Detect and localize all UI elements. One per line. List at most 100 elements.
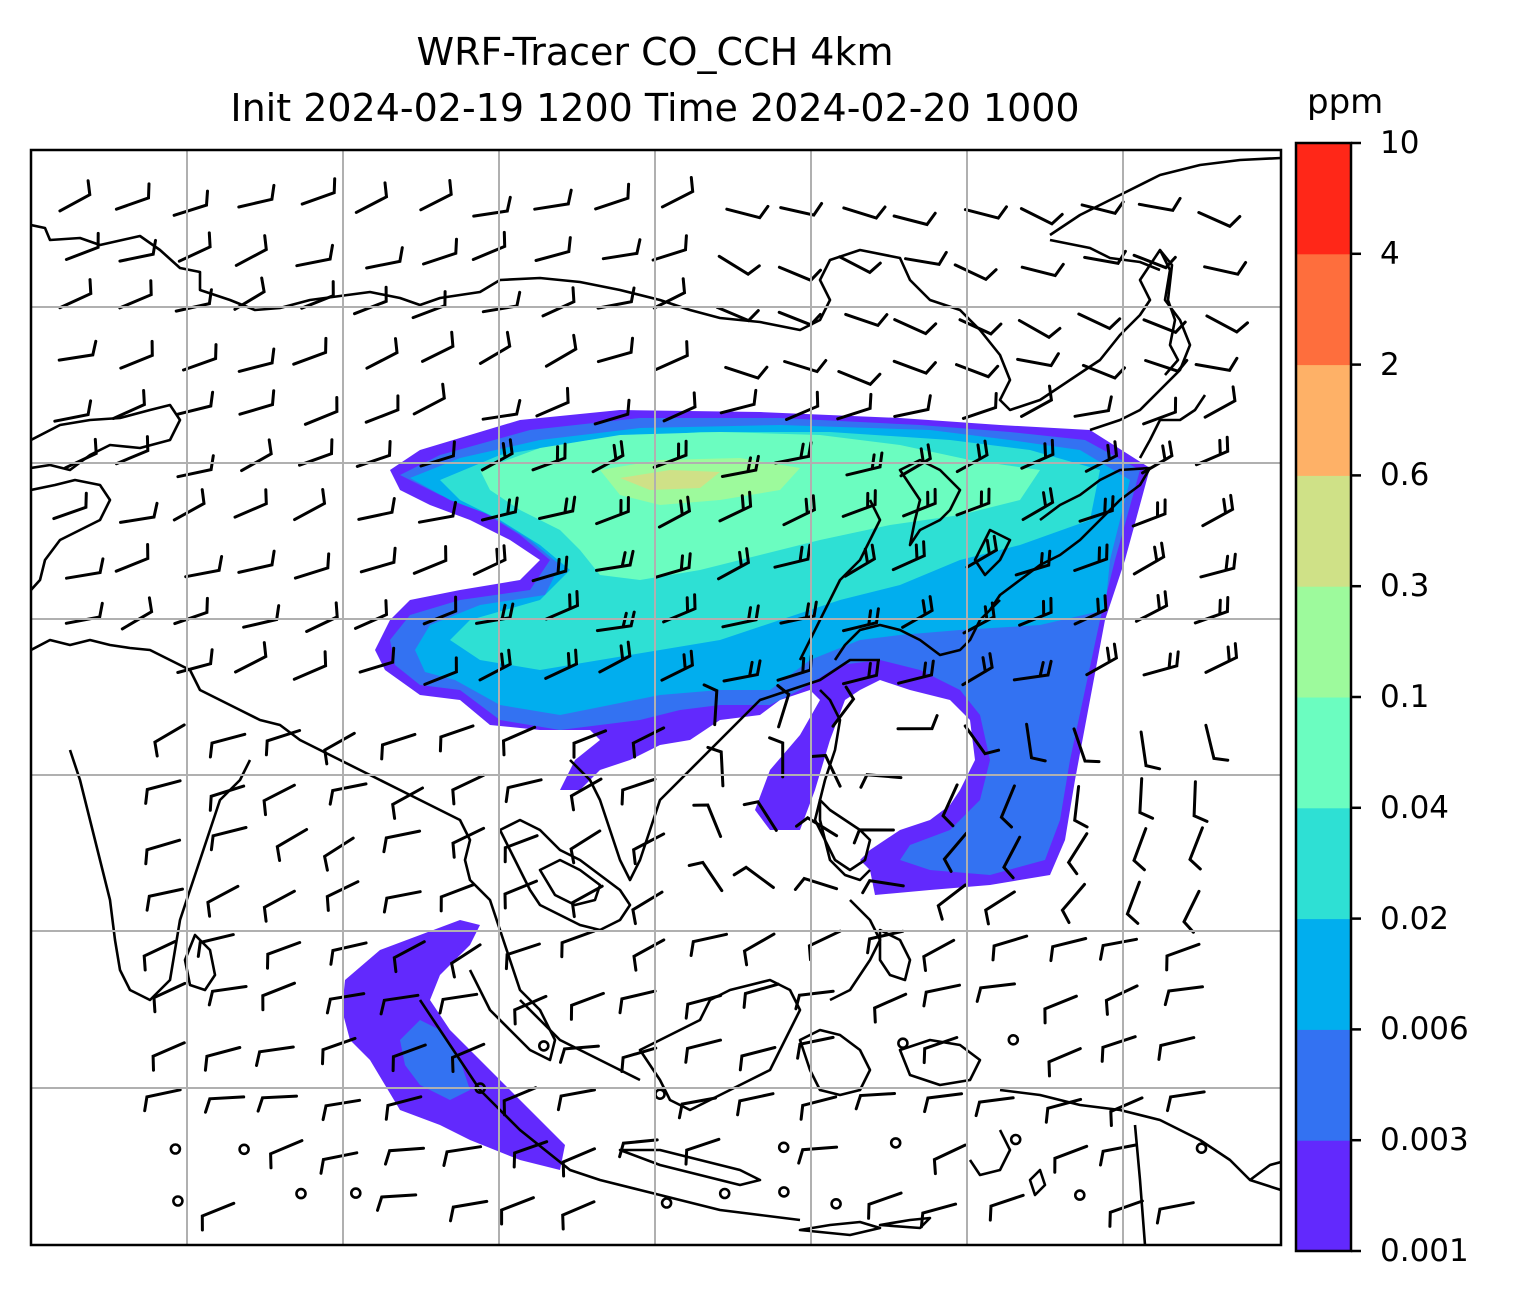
wind-barb xyxy=(776,684,791,729)
wind-barb xyxy=(1016,352,1060,368)
wind-barb xyxy=(354,599,389,630)
wind-barb xyxy=(207,985,248,1007)
wind-barb xyxy=(544,648,579,680)
wind-barb xyxy=(595,549,635,572)
wind-barb xyxy=(1021,487,1055,521)
wind-barb xyxy=(706,745,725,788)
wind-barb xyxy=(531,442,567,472)
wind-barb xyxy=(961,392,998,420)
coastlines xyxy=(31,156,1281,1245)
wind-barb xyxy=(472,544,507,576)
wind-barb xyxy=(1060,882,1086,924)
wind-barb xyxy=(572,729,608,759)
wind-barb xyxy=(204,1095,246,1114)
wind-barb xyxy=(269,1139,304,1170)
wind-barb xyxy=(958,318,1003,336)
wind-barb xyxy=(843,543,877,578)
wind-barb xyxy=(391,1043,427,1073)
wind-barb xyxy=(1166,1090,1206,1113)
colorbar-frame xyxy=(1294,141,1353,1253)
wind-barb xyxy=(237,549,276,574)
wind-barb xyxy=(382,829,422,854)
wind-barb xyxy=(233,276,266,311)
wind-barb xyxy=(184,555,224,579)
wind-barb xyxy=(961,652,994,687)
wind-barb xyxy=(172,189,209,217)
wind-barb xyxy=(305,601,339,633)
wind-barb xyxy=(472,195,512,218)
wind-barb xyxy=(866,929,905,955)
wind-barb xyxy=(902,487,937,518)
wind-barb xyxy=(837,370,882,387)
wind-barb xyxy=(500,1196,535,1226)
wind-barb xyxy=(654,552,692,579)
colorbar-segment xyxy=(1296,475,1351,587)
wind-barb xyxy=(768,736,785,779)
wind-barb xyxy=(852,828,895,845)
wind-barb xyxy=(233,488,268,519)
wind-barb xyxy=(364,394,400,424)
wind-barb xyxy=(1194,435,1230,467)
wind-barb xyxy=(206,884,240,918)
wind-barb xyxy=(208,784,246,812)
calm-circle xyxy=(295,1187,307,1200)
wind-barb xyxy=(293,552,331,580)
wind-barb xyxy=(53,399,93,423)
wind-barb xyxy=(329,941,368,966)
wind-barb xyxy=(293,488,327,522)
calm-circle xyxy=(349,1187,362,1199)
wind-barb xyxy=(120,596,154,631)
wind-barb xyxy=(569,991,605,1021)
wind-barb xyxy=(618,1138,659,1159)
wind-barb xyxy=(662,391,697,423)
wind-barb xyxy=(742,800,778,832)
wind-barb xyxy=(904,250,948,267)
calm-circle xyxy=(654,1088,666,1100)
calm-circle xyxy=(718,1187,731,1200)
wind-barb xyxy=(1144,358,1189,373)
wind-barb xyxy=(845,451,884,477)
wind-barb xyxy=(1020,384,1054,418)
wind-barb xyxy=(717,254,761,277)
wind-barb xyxy=(292,650,328,681)
wind-barb xyxy=(793,876,839,891)
wind-barb xyxy=(451,826,486,859)
wind-barb xyxy=(598,640,632,674)
map-title-line2: Init 2024-02-19 1200 Time 2024-02-20 100… xyxy=(230,86,1080,130)
wind-barb xyxy=(531,555,569,583)
colorbar-tick-label: 0.1 xyxy=(1380,679,1430,715)
wind-barb xyxy=(64,231,100,261)
wind-barb xyxy=(618,989,657,1015)
wind-barb xyxy=(1018,596,1053,627)
colorbar-segment xyxy=(1296,697,1351,809)
calm-circle xyxy=(777,1141,790,1154)
wind-barb xyxy=(620,1046,658,1073)
wind-barb xyxy=(481,290,522,314)
wind-barb xyxy=(261,981,296,1012)
wind-barb xyxy=(896,714,939,731)
wind-barb xyxy=(1066,832,1089,876)
wind-barb xyxy=(501,725,537,757)
wind-barb xyxy=(662,593,697,624)
wind-barb xyxy=(1134,590,1169,623)
calm-circle xyxy=(537,1040,550,1052)
plume-layer-7 xyxy=(620,470,720,490)
wind-barb xyxy=(1204,723,1230,762)
wind-barb xyxy=(358,646,396,674)
colorbar-tick-label: 2 xyxy=(1380,346,1400,383)
colorbar-tick-label: 0.001 xyxy=(1380,1233,1469,1269)
wind-barb xyxy=(1137,196,1182,212)
wind-barb xyxy=(1078,495,1115,523)
wind-barb xyxy=(919,1202,958,1229)
wind-barb xyxy=(264,729,302,757)
wind-barb xyxy=(569,829,602,865)
wind-barb xyxy=(384,1146,425,1166)
wind-barb xyxy=(300,280,335,310)
wind-barb xyxy=(942,831,968,873)
wind-barb xyxy=(376,1193,418,1212)
wind-barb xyxy=(1081,363,1126,380)
wind-barb xyxy=(1155,1201,1195,1225)
wind-barb xyxy=(533,188,573,211)
wind-barb xyxy=(841,489,877,518)
